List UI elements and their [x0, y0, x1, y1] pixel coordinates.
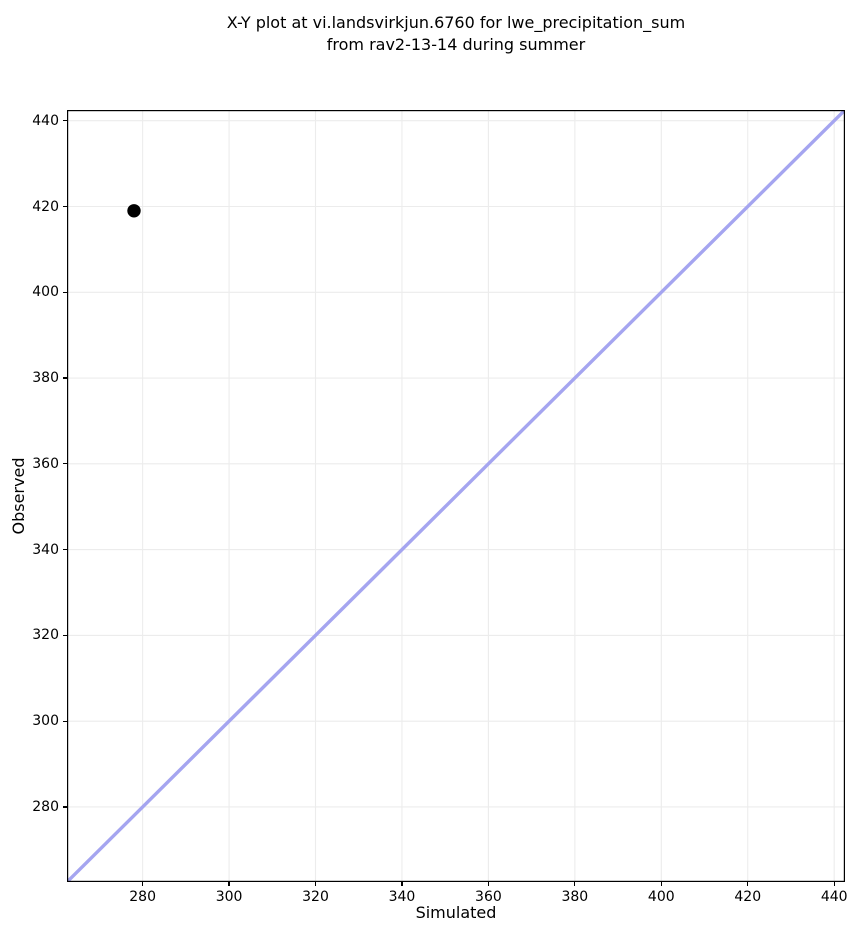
x-tick-label-320: 320 — [302, 889, 329, 905]
y-tick-mark-300 — [63, 720, 67, 722]
x-tick-label-420: 420 — [734, 889, 762, 905]
x-tick-label-280: 280 — [129, 889, 156, 905]
x-tick-mark-400 — [660, 882, 662, 886]
x-tick-label-340: 340 — [388, 889, 416, 905]
y-axis-label: Observed — [9, 457, 28, 535]
x-tick-mark-280 — [142, 882, 144, 886]
x-tick-label-300: 300 — [215, 889, 243, 905]
x-tick-mark-420 — [747, 882, 749, 886]
y-tick-label-400: 400 — [32, 284, 59, 301]
y-tick-mark-360 — [63, 463, 67, 465]
chart-title: X-Y plot at vi.landsvirkjun.6760 for lwe… — [67, 12, 845, 56]
x-tick-label-380: 380 — [561, 889, 589, 905]
identity-line — [67, 110, 845, 882]
data-point — [127, 204, 141, 218]
y-tick-mark-380 — [63, 377, 67, 379]
x-tick-mark-340 — [401, 882, 403, 886]
chart-title-line-2: from rav2-13-14 during summer — [326, 35, 586, 54]
x-axis-label: Simulated — [415, 903, 497, 922]
y-tick-mark-400 — [63, 291, 67, 293]
x-tick-label-440: 440 — [820, 889, 848, 905]
y-tick-mark-340 — [63, 549, 67, 551]
y-tick-label-360: 360 — [32, 455, 59, 472]
y-tick-label-280: 280 — [32, 798, 59, 815]
x-tick-label-360: 360 — [475, 889, 502, 905]
y-tick-label-440: 440 — [32, 112, 59, 129]
y-tick-mark-440 — [63, 120, 67, 122]
y-tick-label-300: 300 — [32, 713, 59, 730]
y-tick-label-420: 420 — [32, 198, 59, 215]
chart-canvas — [67, 110, 845, 882]
y-tick-mark-320 — [63, 634, 67, 636]
x-tick-mark-440 — [833, 882, 835, 886]
x-tick-mark-300 — [228, 882, 230, 886]
x-tick-mark-360 — [487, 882, 489, 886]
x-tick-label-400: 400 — [647, 889, 675, 905]
chart-title-line-1: X-Y plot at vi.landsvirkjun.6760 for lwe… — [226, 13, 686, 32]
y-tick-label-320: 320 — [32, 627, 59, 644]
plot-spines — [67, 110, 845, 882]
y-tick-mark-280 — [63, 806, 67, 808]
plot-area — [67, 110, 845, 882]
y-tick-label-340: 340 — [32, 541, 59, 558]
y-tick-label-380: 380 — [32, 370, 59, 387]
x-tick-mark-320 — [314, 882, 317, 886]
y-tick-mark-420 — [63, 205, 67, 208]
x-tick-mark-380 — [574, 882, 576, 886]
